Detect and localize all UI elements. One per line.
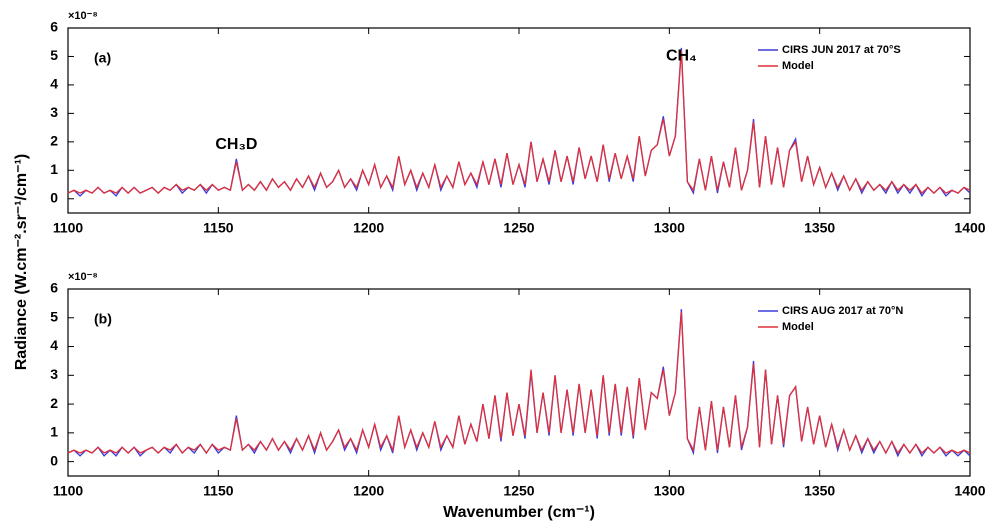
x-tick-label: 1150 xyxy=(203,220,234,236)
y-tick-label: 2 xyxy=(50,395,58,411)
annotation: CH₃D xyxy=(215,136,257,153)
x-tick-label: 1250 xyxy=(503,483,534,499)
x-axis-label: Wavenumber (cm⁻¹) xyxy=(443,504,595,521)
spectrum-line xyxy=(67,47,971,198)
x-tick-label: 1100 xyxy=(53,220,84,236)
legend-label: CIRS AUG 2017 at 70°N xyxy=(782,305,903,317)
panel-label: (b) xyxy=(94,311,112,327)
y-tick-label: 4 xyxy=(50,337,58,353)
y-tick-label: 0 xyxy=(50,452,58,468)
y-tick-label: 3 xyxy=(50,366,58,382)
x-tick-label: 1400 xyxy=(954,220,985,236)
y-tick-label: 1 xyxy=(50,424,58,440)
x-tick-label: 1350 xyxy=(804,483,835,499)
x-tick-label: 1250 xyxy=(503,220,534,236)
y-axis-label: Radiance (W.cm⁻².sr⁻¹/cm⁻¹) xyxy=(13,154,30,371)
y-tick-label: 5 xyxy=(50,308,58,324)
y-tick-label: 1 xyxy=(50,161,58,177)
legend-label: Model xyxy=(782,321,814,333)
y-tick-label: 4 xyxy=(50,76,58,92)
x-tick-label: 1100 xyxy=(53,483,84,499)
y-tick-label: 2 xyxy=(50,133,58,149)
spectrum-line xyxy=(67,311,971,455)
y-tick-label: 6 xyxy=(50,280,58,296)
x-tick-label: 1400 xyxy=(954,483,985,499)
panel-label: (a) xyxy=(94,50,111,66)
y-tick-label: 5 xyxy=(50,47,58,63)
x-tick-label: 1300 xyxy=(654,220,685,236)
y-tick-label: 6 xyxy=(50,19,58,35)
legend-label: Model xyxy=(782,60,814,72)
axis-multiplier: ×10⁻⁸ xyxy=(68,10,98,22)
spectrum-line xyxy=(67,50,971,195)
annotation: CH₄ xyxy=(666,48,697,65)
x-tick-label: 1300 xyxy=(654,483,685,499)
x-tick-label: 1200 xyxy=(353,483,384,499)
axis-multiplier: ×10⁻⁸ xyxy=(68,271,98,283)
y-tick-label: 0 xyxy=(50,189,58,205)
y-tick-label: 3 xyxy=(50,104,58,120)
x-tick-label: 1150 xyxy=(203,483,234,499)
legend-label: CIRS JUN 2017 at 70°S xyxy=(782,44,901,56)
x-tick-label: 1200 xyxy=(353,220,384,236)
x-tick-label: 1350 xyxy=(804,220,835,236)
